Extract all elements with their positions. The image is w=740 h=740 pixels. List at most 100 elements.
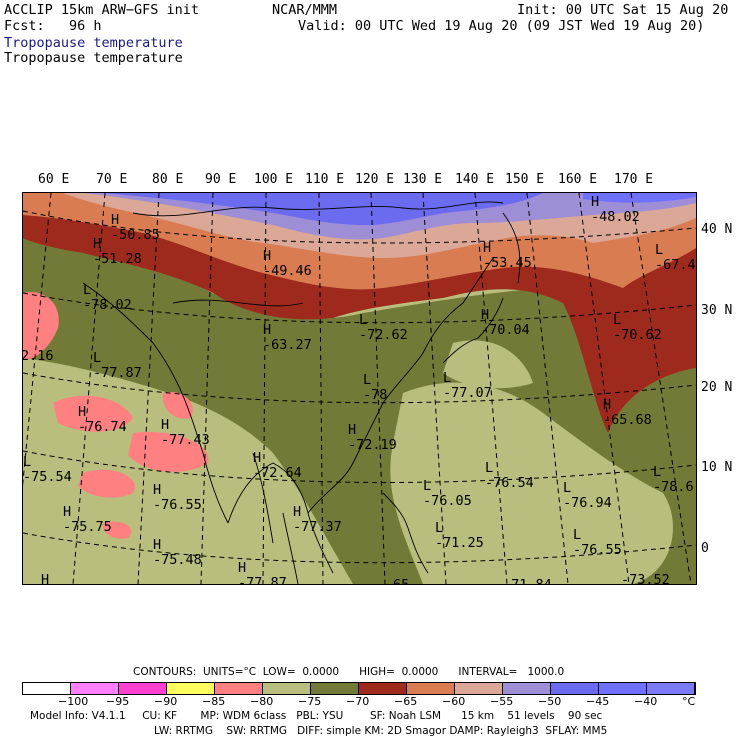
- legend-tick: −70: [346, 695, 370, 708]
- band-minus80-minus75: [128, 432, 209, 472]
- lon-label: 160 E: [558, 172, 598, 187]
- lon-label: 90 E: [205, 172, 237, 187]
- pressure-label: H -72.64: [253, 450, 302, 481]
- legend-tick: −75: [298, 695, 322, 708]
- lon-label: 110 E: [305, 172, 345, 187]
- legend-tick: °C: [682, 695, 696, 708]
- pressure-label: H -53.45: [483, 240, 532, 271]
- lon-label: 150 E: [505, 172, 545, 187]
- band-minus80-minus75: [162, 392, 193, 419]
- pressure-label: 2.16: [22, 348, 54, 364]
- legend-tick: −80: [250, 695, 274, 708]
- pressure-label: H -77.37: [293, 504, 342, 535]
- pressure-label: H -76.55: [153, 482, 202, 513]
- pressure-label: H -77.87: [238, 560, 287, 585]
- pressure-label: H -75.30: [41, 572, 50, 585]
- lon-label: 70 E: [96, 172, 128, 187]
- legend-tick: −55: [490, 695, 514, 708]
- color-legend: [22, 682, 696, 695]
- lat-label: 0: [701, 541, 709, 556]
- band-minus80-minus75: [78, 469, 135, 498]
- model-info-line-1: Model Info: V4.1.1 CU: KF MP: WDM 6class…: [30, 710, 603, 722]
- lon-label: 140 E: [455, 172, 495, 187]
- legend-swatch: [551, 683, 599, 694]
- coastlines: [82, 201, 521, 584]
- legend-swatch: [311, 683, 359, 694]
- pressure-label: H -70.04: [481, 307, 530, 338]
- lat-label: 20 N: [701, 380, 733, 395]
- lat-label: 30 N: [701, 303, 733, 318]
- lon-label: 60 E: [38, 172, 70, 187]
- legend-tick: −100: [58, 695, 89, 708]
- forecast-hour: Fcst: 96 h: [4, 18, 102, 34]
- band-light-patch: [443, 340, 533, 389]
- pressure-label: H -63.27: [263, 322, 312, 353]
- legend-swatch: [71, 683, 119, 694]
- pressure-label: -71.84: [503, 577, 552, 585]
- model-title: ACCLIP 15km ARW−GFS init: [4, 2, 200, 18]
- source-label: NCAR/MMM: [272, 2, 338, 18]
- pressure-label: H -72.19: [348, 422, 397, 453]
- legend-tick: −95: [106, 695, 130, 708]
- pressure-label: H -65.68: [603, 397, 652, 428]
- model-info-line-2: LW: RRTMG SW: RRTMG DIFF: simple KM: 2D …: [154, 725, 608, 737]
- legend-tick: −65: [394, 695, 418, 708]
- field-title-secondary: Tropopause temperature: [4, 50, 183, 66]
- pressure-label: L -77.07: [443, 370, 492, 401]
- lon-label: 120 E: [355, 172, 395, 187]
- lon-label: 100 E: [254, 172, 294, 187]
- pressure-label: H -76.74: [78, 404, 127, 435]
- tropopause-temperature-map: H -50.85 H -51.28 H -49.46 H -48.02 L -67.4 H…: [22, 192, 697, 585]
- graticule: [23, 193, 696, 584]
- init-time: Init: 00 UTC Sat 15 Aug 20: [517, 2, 729, 18]
- band-minus80-minus75: [102, 521, 132, 539]
- band-minus80-minus75: [53, 395, 133, 432]
- pressure-label: L -75.54: [23, 454, 72, 485]
- legend-swatch: [263, 683, 311, 694]
- lat-label: 40 N: [701, 222, 733, 237]
- pressure-label: L -67.4: [655, 242, 696, 273]
- pressure-label: L -76.54: [485, 460, 534, 491]
- pressure-label: L -78: [363, 372, 388, 403]
- band-light-patch: [390, 382, 673, 584]
- pressure-label: L -76.55: [573, 527, 622, 558]
- legend-swatch: [503, 683, 551, 694]
- field-title-primary: Tropopause temperature: [4, 35, 183, 51]
- pressure-label: L -78.6: [653, 464, 694, 495]
- band-minus50-minus45: [583, 193, 696, 203]
- legend-tick: −85: [202, 695, 226, 708]
- valid-time: Valid: 00 UTC Wed 19 Aug 20 (09 JST Wed …: [298, 18, 705, 34]
- band-minus80-minus75: [23, 292, 59, 360]
- pressure-label: L -78.02: [83, 282, 132, 313]
- lon-label: 80 E: [152, 172, 184, 187]
- pressure-label: -73.52: [621, 572, 670, 585]
- pressure-label: L -71.25: [435, 520, 484, 551]
- pressure-label: H -77.43: [161, 417, 210, 448]
- legend-tick: −40: [634, 695, 658, 708]
- pressure-label: H -48.02: [591, 194, 640, 225]
- legend-swatch: [599, 683, 647, 694]
- pressure-label: L -76.05: [423, 478, 472, 509]
- legend-tick: −50: [538, 695, 562, 708]
- pressure-label: L -77.87: [93, 350, 142, 381]
- legend-swatch: [215, 683, 263, 694]
- legend-tick: −45: [586, 695, 610, 708]
- pressure-label: H -75.48: [153, 537, 202, 568]
- lon-label: 170 E: [614, 172, 654, 187]
- lon-label: 130 E: [403, 172, 443, 187]
- pressure-label: H -49.46: [263, 248, 312, 279]
- legend-swatch: [167, 683, 215, 694]
- legend-tick: −90: [154, 695, 178, 708]
- lat-label: 10 N: [701, 460, 733, 475]
- pressure-label: H -75.75: [63, 504, 112, 535]
- pressure-label: L -72.62: [359, 312, 408, 343]
- pressure-label: L -76.94: [563, 480, 612, 511]
- map-canvas: [23, 193, 696, 584]
- legend-swatch: [359, 683, 407, 694]
- legend-swatch: [119, 683, 167, 694]
- legend-tick: −60: [442, 695, 466, 708]
- pressure-label: H -50.85: [111, 212, 160, 243]
- pressure-label: 65: [393, 577, 410, 585]
- legend-swatch: [407, 683, 455, 694]
- legend-swatch: [455, 683, 503, 694]
